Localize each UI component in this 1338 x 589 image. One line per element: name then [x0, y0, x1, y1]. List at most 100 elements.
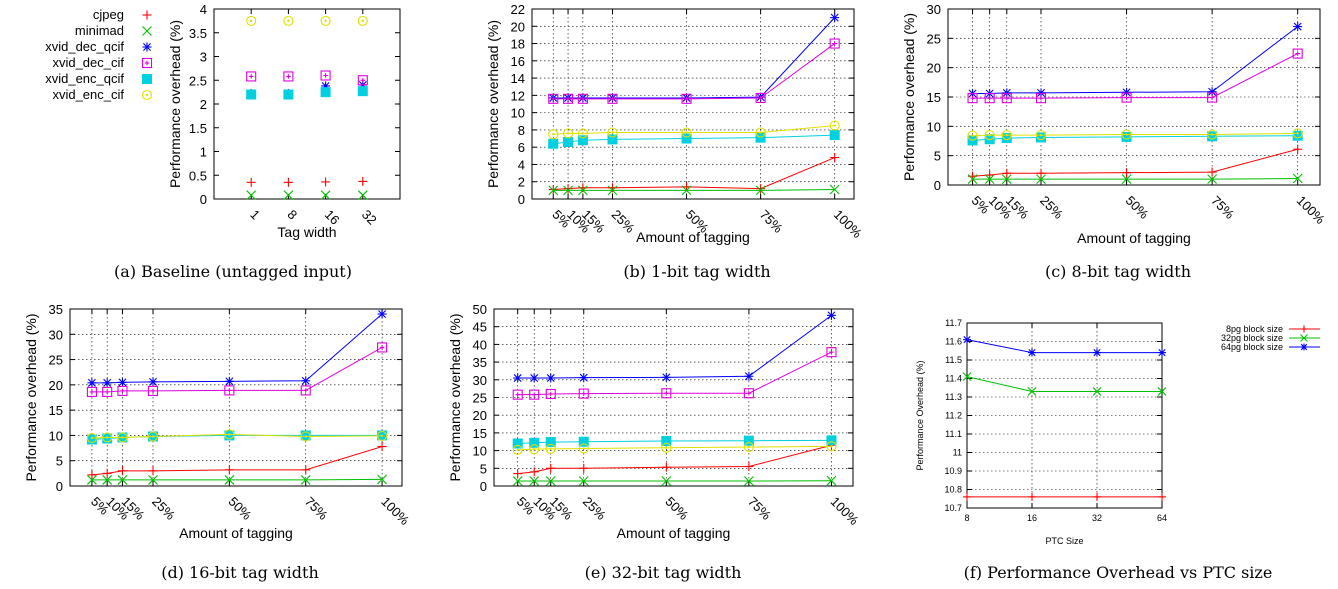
y-tick-label: 2	[200, 97, 207, 112]
data-point	[681, 93, 692, 104]
y-tick-label: 30	[927, 2, 941, 17]
data-point	[579, 373, 589, 383]
y-tick-label: 50	[473, 302, 487, 317]
series-32pg block size	[962, 372, 1167, 396]
series-xvid_enc_qcif	[967, 130, 1303, 146]
x-tick-label: 50%	[225, 494, 254, 523]
data-point	[300, 475, 311, 485]
x-axis-label: Amount of tagging	[636, 229, 750, 245]
data-point	[117, 385, 128, 396]
data-point	[1292, 130, 1303, 141]
series-xvid_dec_cif	[967, 48, 1303, 104]
x-tick-label: 75%	[745, 494, 774, 523]
legend-label: minimad	[75, 23, 124, 38]
data-point	[320, 190, 331, 201]
y-tick-label: 10	[927, 119, 941, 134]
data-point	[1001, 133, 1012, 144]
y-tick-label: 11.4	[945, 374, 962, 384]
data-point	[1002, 88, 1012, 98]
data-point	[681, 133, 692, 144]
chart-panel-f: 10.7 10.8 10.9 11 11.1 11.2 11.3 11.4 11.5 11.6 11…	[915, 318, 1320, 582]
data-point	[529, 389, 540, 400]
x-tick-label: 50%	[1123, 193, 1152, 222]
data-point	[743, 442, 754, 453]
data-point	[563, 93, 574, 104]
series-line	[91, 478, 383, 481]
legend-marker	[1300, 334, 1308, 342]
x-tick-label: 8	[285, 207, 301, 223]
series-64pg block size	[963, 335, 1166, 357]
y-tick-label: 11.7	[945, 318, 962, 328]
x-tick-label: 1	[247, 207, 263, 223]
y-tick-label: 35	[49, 302, 63, 317]
plot-frame	[213, 8, 401, 200]
data-point	[377, 474, 387, 485]
data-point	[1293, 22, 1303, 32]
legend-marker	[142, 26, 152, 36]
series-line	[972, 135, 1298, 141]
data-point	[148, 466, 158, 476]
y-tick-label: 0	[480, 479, 487, 494]
data-point	[1158, 492, 1166, 501]
y-axis-label: Performance Overhead (%)	[915, 360, 925, 470]
data-point	[1121, 174, 1132, 185]
data-point	[984, 174, 995, 185]
data-point	[1035, 93, 1047, 104]
data-point	[283, 15, 294, 26]
data-point	[224, 465, 234, 475]
y-tick-label: 45	[473, 320, 487, 335]
x-axis-label: PTC Size	[1045, 536, 1083, 546]
data-point	[87, 470, 97, 480]
data-point	[1207, 167, 1217, 177]
series-line	[972, 26, 1298, 94]
data-point	[102, 432, 113, 443]
data-point	[755, 127, 766, 138]
y-tick-label: 11.5	[945, 355, 962, 365]
x-tick-label: 8	[964, 513, 969, 523]
data-point	[826, 435, 837, 446]
data-point	[1292, 48, 1303, 59]
legend-marker	[141, 89, 153, 101]
series-minimad	[87, 474, 387, 485]
y-tick-label: 20	[473, 408, 487, 423]
data-point	[283, 89, 294, 100]
y-tick-label: 0	[934, 178, 941, 193]
data-point	[829, 38, 840, 49]
x-axis-label: Tag width	[277, 224, 336, 240]
series-line	[972, 178, 1298, 180]
data-point	[224, 475, 235, 485]
y-axis-label: Performance overhead (%)	[447, 313, 463, 481]
data-point	[1121, 131, 1132, 142]
figure-caption: (f) Performance Overhead vs PTC size	[964, 563, 1273, 582]
x-tick-label: 75%	[1208, 193, 1237, 222]
y-tick-label: 5	[56, 454, 63, 469]
data-point	[545, 476, 556, 486]
x-tick-label: 25%	[580, 494, 609, 523]
y-tick-label: 10.9	[944, 466, 962, 476]
data-point	[87, 378, 97, 388]
data-point	[102, 468, 112, 478]
data-point	[1092, 387, 1102, 396]
data-point	[147, 385, 159, 396]
series-line	[517, 314, 832, 379]
figure-caption: (c) 8-bit tag width	[1045, 262, 1191, 281]
data-point	[826, 310, 836, 320]
y-tick-label: 5	[934, 149, 941, 164]
data-point	[246, 71, 257, 82]
x-tick-label: 16	[1027, 513, 1037, 523]
figure-caption: (e) 32-bit tag width	[585, 563, 742, 582]
data-point	[829, 184, 840, 195]
x-tick-label: 32	[1092, 513, 1102, 523]
y-tick-label: 20	[927, 61, 941, 76]
data-point	[984, 93, 995, 104]
data-point	[246, 190, 257, 201]
series-line	[91, 313, 383, 384]
data-point	[1158, 348, 1166, 357]
data-point	[661, 436, 672, 447]
y-tick-label: 14	[511, 71, 525, 86]
series-xvid_dec_cif	[86, 342, 388, 397]
data-point	[357, 15, 368, 26]
